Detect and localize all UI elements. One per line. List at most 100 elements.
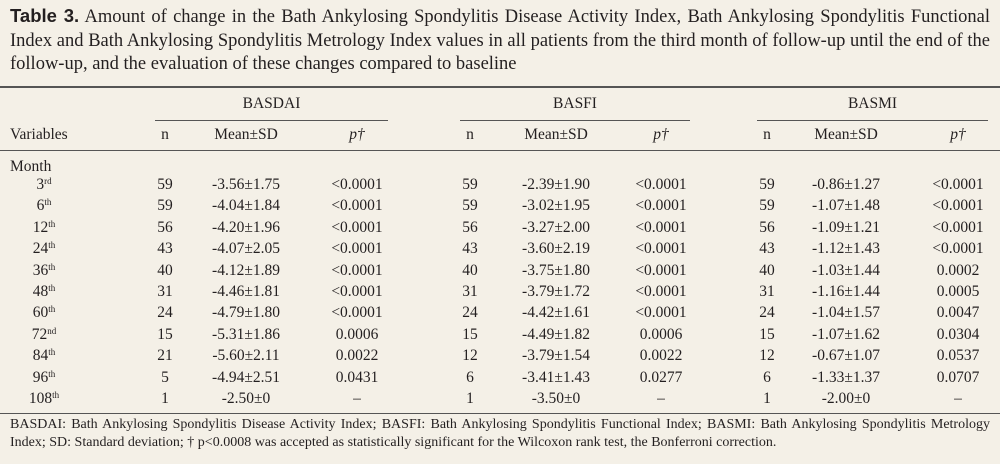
cell: -0.67±1.07 bbox=[812, 347, 880, 365]
cell: -1.04±1.57 bbox=[812, 304, 880, 322]
cell: -4.20±1.96 bbox=[212, 218, 280, 236]
cell: 12 bbox=[462, 347, 478, 365]
section-label: Month bbox=[10, 158, 52, 175]
cell: <0.0001 bbox=[331, 261, 383, 279]
cell: -3.79±1.54 bbox=[522, 347, 590, 365]
cell: – bbox=[353, 390, 361, 407]
cell: -3.41±1.43 bbox=[522, 368, 590, 386]
cell: -3.27±2.00 bbox=[522, 218, 590, 236]
month-suffix: th bbox=[48, 218, 56, 229]
footnote: BASDAI: Bath Ankylosing Spondylitis Dise… bbox=[10, 417, 990, 450]
cell: 40 bbox=[157, 261, 173, 279]
cell: -2.50±0 bbox=[221, 390, 271, 407]
cell: 1 bbox=[763, 390, 771, 407]
cell: -4.04±1.84 bbox=[212, 197, 280, 215]
cell: 0.0304 bbox=[936, 325, 980, 343]
cell: <0.0001 bbox=[932, 197, 984, 215]
cell: <0.0001 bbox=[331, 176, 383, 193]
month-suffix: th bbox=[52, 390, 60, 400]
cell: 15 bbox=[462, 325, 478, 343]
cell: -1.12±1.43 bbox=[812, 240, 880, 258]
cell: 31 bbox=[759, 283, 775, 300]
month: 24th bbox=[33, 240, 56, 258]
cell: <0.0001 bbox=[932, 218, 984, 236]
cell: -4.49±1.82 bbox=[522, 325, 590, 343]
bottom-rule bbox=[0, 413, 1000, 414]
cell: <0.0001 bbox=[331, 304, 383, 322]
month-number: 36 bbox=[32, 261, 49, 279]
cell: <0.0001 bbox=[932, 176, 984, 193]
month-number: 48 bbox=[32, 283, 49, 300]
cell: <0.0001 bbox=[635, 283, 687, 300]
cell: 0.0047 bbox=[936, 304, 980, 322]
cell: – bbox=[657, 390, 665, 407]
caption-text: Amount of change in the Bath Ankylosing … bbox=[10, 7, 991, 74]
column-header: n bbox=[161, 126, 169, 143]
row-header: Variables bbox=[10, 126, 68, 143]
cell: -4.07±2.05 bbox=[212, 240, 280, 258]
cell: 43 bbox=[157, 240, 173, 258]
group-header: BASMI bbox=[847, 95, 898, 112]
cell: -0.86±1.27 bbox=[812, 176, 880, 193]
cell: -4.79±1.80 bbox=[212, 304, 280, 322]
month-number: 24 bbox=[32, 240, 49, 258]
month-number: 3 bbox=[36, 176, 45, 193]
cell: 43 bbox=[759, 240, 775, 258]
month-suffix: th bbox=[48, 304, 56, 315]
cell: -3.60±2.19 bbox=[522, 240, 590, 258]
month: 60th bbox=[33, 304, 56, 322]
column-header: n bbox=[763, 126, 771, 143]
group-rule bbox=[460, 120, 690, 121]
cell: <0.0001 bbox=[331, 240, 383, 258]
cell: -1.03±1.44 bbox=[812, 261, 880, 279]
caption-label: Table 3. bbox=[10, 5, 80, 26]
cell: 6 bbox=[763, 368, 771, 386]
cell: 24 bbox=[759, 304, 775, 322]
cell: -3.56±1.75 bbox=[212, 176, 280, 193]
month: 96th bbox=[33, 369, 56, 387]
cell: 0.0707 bbox=[936, 368, 980, 386]
cell: <0.0001 bbox=[635, 176, 687, 193]
cell: -1.07±1.62 bbox=[812, 325, 880, 343]
month-number: 96 bbox=[32, 368, 49, 386]
month-suffix: th bbox=[48, 368, 56, 379]
cell: 59 bbox=[462, 176, 478, 193]
cell: 1 bbox=[161, 390, 169, 407]
cell: -2.39±1.90 bbox=[522, 176, 590, 193]
cell: 40 bbox=[462, 261, 478, 279]
cell: 1 bbox=[466, 390, 474, 407]
month-number: 108 bbox=[28, 390, 53, 407]
group-rule bbox=[757, 120, 988, 121]
column-header: p† bbox=[653, 126, 669, 143]
cell: 0.0002 bbox=[936, 261, 980, 279]
cell: 15 bbox=[157, 325, 173, 343]
cell: 24 bbox=[462, 304, 478, 322]
caption: Table 3. Amount of change in the Bath An… bbox=[10, 4, 990, 77]
cell: 0.0277 bbox=[639, 368, 683, 386]
cell: 0.0022 bbox=[639, 347, 683, 365]
cell: 31 bbox=[157, 283, 173, 300]
cell: 31 bbox=[462, 283, 478, 300]
cell: -5.31±1.86 bbox=[212, 325, 280, 343]
cell: <0.0001 bbox=[635, 240, 687, 258]
column-header: n bbox=[466, 126, 474, 143]
cell: 59 bbox=[157, 176, 173, 193]
cell: 0.0431 bbox=[335, 368, 379, 386]
cell: <0.0001 bbox=[331, 197, 383, 215]
month-number: 72 bbox=[31, 325, 48, 343]
cell: -1.07±1.48 bbox=[812, 197, 880, 215]
cell: 0.0022 bbox=[335, 347, 379, 365]
cell: -1.16±1.44 bbox=[812, 283, 880, 300]
top-rule bbox=[0, 86, 1000, 88]
month-number: 84 bbox=[32, 347, 49, 365]
month-suffix: th bbox=[44, 197, 52, 208]
month-suffix: th bbox=[48, 240, 56, 251]
group-header: BASDAI bbox=[242, 95, 301, 112]
cell: -4.46±1.81 bbox=[212, 283, 280, 300]
cell: <0.0001 bbox=[635, 218, 687, 236]
cell: <0.0001 bbox=[635, 261, 687, 279]
cell: 0.0537 bbox=[936, 347, 980, 365]
cell: – bbox=[954, 390, 962, 407]
month: 48th bbox=[33, 283, 56, 301]
